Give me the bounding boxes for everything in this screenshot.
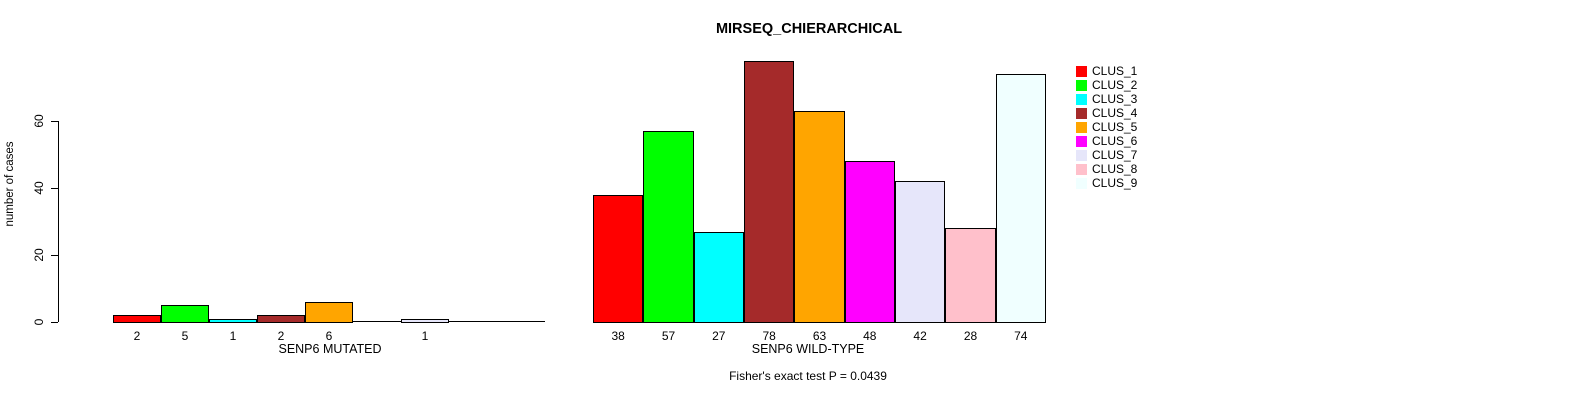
y-tick-label-60: 60: [32, 114, 46, 128]
bar-value-mutated-CLUS_2: 5: [181, 329, 189, 343]
y-tick-label-20: 20: [32, 248, 46, 262]
legend-label-CLUS_5: CLUS_5: [1092, 120, 1138, 134]
bar-mutated-CLUS_3: [209, 318, 257, 323]
legend-swatch-CLUS_8: [1076, 163, 1087, 175]
bar-value-wildtype-CLUS_7: 42: [913, 329, 927, 343]
bar-value-wildtype-CLUS_8: 28: [963, 329, 978, 343]
y-axis-label: number of cases: [4, 141, 16, 227]
bar-value-mutated-CLUS_3: 1: [229, 329, 237, 343]
y-axis-line: [58, 121, 59, 322]
y-tick-60: [51, 121, 58, 122]
bar-value-wildtype-CLUS_9: 74: [1014, 329, 1028, 343]
legend-row-CLUS_5: CLUS_5: [1076, 120, 1137, 134]
legend-label-CLUS_6: CLUS_6: [1092, 134, 1138, 148]
bar-wildtype-CLUS_4: [744, 60, 795, 323]
bar-value-mutated-CLUS_4: 2: [277, 329, 285, 343]
legend-swatch-CLUS_3: [1076, 93, 1087, 105]
bar-value-wildtype-CLUS_2: 57: [661, 329, 676, 343]
bar-value-wildtype-CLUS_6: 48: [863, 329, 877, 343]
bar-mutated-CLUS_5: [305, 301, 353, 323]
legend-swatch-CLUS_2: [1076, 79, 1087, 91]
bar-mutated-CLUS_2: [161, 304, 209, 323]
bar-value-mutated-CLUS_1: 2: [133, 329, 141, 343]
bar-value-wildtype-CLUS_5: 63: [812, 329, 827, 343]
legend-swatch-CLUS_5: [1076, 121, 1087, 133]
legend-label-CLUS_7: CLUS_7: [1092, 148, 1138, 162]
legend-row-CLUS_6: CLUS_6: [1076, 134, 1137, 148]
caption-fisher-test: Fisher's exact test P = 0.0439: [729, 369, 887, 383]
legend: CLUS_1 CLUS_2 CLUS_3 CLUS_4 CLUS_5 CLUS_6 CLUS…: [1076, 64, 1137, 190]
legend-row-CLUS_2: CLUS_2: [1076, 78, 1137, 92]
legend-label-CLUS_9: CLUS_9: [1092, 176, 1138, 190]
legend-row-CLUS_8: CLUS_8: [1076, 162, 1137, 176]
bar-wildtype-CLUS_8: [945, 227, 996, 323]
bar-mutated-CLUS_7: [401, 318, 449, 323]
legend-swatch-CLUS_4: [1076, 107, 1087, 119]
legend-label-CLUS_2: CLUS_2: [1092, 78, 1138, 92]
x-axis-label-mutated: SENP6 MUTATED: [278, 342, 382, 356]
legend-label-CLUS_1: CLUS_1: [1092, 64, 1138, 78]
x-axis-label-wildtype: SENP6 WILD-TYPE: [751, 342, 865, 356]
y-tick-label-0: 0: [32, 318, 46, 326]
legend-swatch-CLUS_9: [1076, 177, 1087, 189]
bar-value-mutated-CLUS_7: 1: [421, 329, 429, 343]
bar-mutated-CLUS_1: [113, 314, 161, 323]
bar-wildtype-CLUS_9: [995, 73, 1046, 323]
legend-row-CLUS_4: CLUS_4: [1076, 106, 1137, 120]
y-tick-20: [51, 255, 58, 256]
chart-title: MIRSEQ_CHIERARCHICAL: [715, 21, 903, 37]
legend-row-CLUS_3: CLUS_3: [1076, 92, 1137, 106]
legend-row-CLUS_9: CLUS_9: [1076, 176, 1137, 190]
bar-wildtype-CLUS_7: [895, 180, 946, 323]
bar-mutated-CLUS_4: [257, 314, 305, 323]
bar-wildtype-CLUS_1: [593, 194, 644, 323]
legend-swatch-CLUS_7: [1076, 149, 1087, 161]
bar-wildtype-CLUS_2: [643, 130, 694, 323]
legend-row-CLUS_1: CLUS_1: [1076, 64, 1137, 78]
legend-label-CLUS_3: CLUS_3: [1092, 92, 1138, 106]
bar-value-mutated-CLUS_5: 6: [325, 329, 333, 343]
y-tick-label-40: 40: [32, 181, 46, 195]
bar-value-wildtype-CLUS_4: 78: [762, 329, 776, 343]
legend-swatch-CLUS_6: [1076, 135, 1087, 147]
bar-wildtype-CLUS_6: [844, 160, 895, 323]
bar-value-wildtype-CLUS_3: 27: [712, 329, 726, 343]
legend-label-CLUS_8: CLUS_8: [1092, 162, 1138, 176]
y-tick-40: [51, 188, 58, 189]
y-tick-0: [51, 322, 58, 323]
legend-swatch-CLUS_1: [1076, 65, 1087, 77]
legend-row-CLUS_7: CLUS_7: [1076, 148, 1137, 162]
legend-label-CLUS_4: CLUS_4: [1092, 106, 1138, 120]
bar-wildtype-CLUS_3: [693, 231, 744, 323]
bar-value-wildtype-CLUS_1: 38: [611, 329, 625, 343]
bar-wildtype-CLUS_5: [794, 110, 845, 323]
